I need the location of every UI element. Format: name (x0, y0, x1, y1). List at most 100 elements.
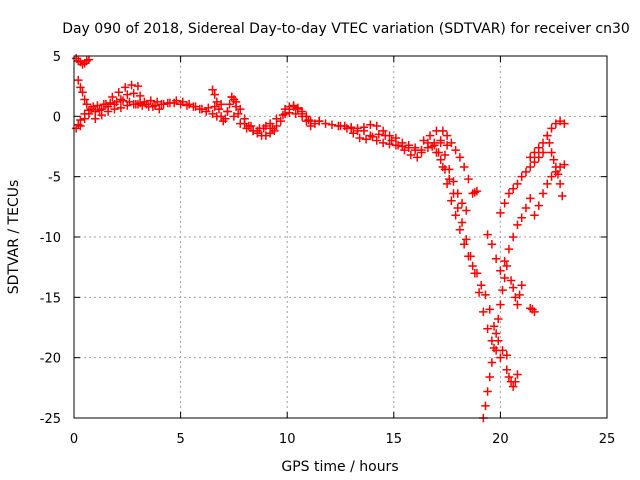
data-point (453, 189, 463, 198)
data-point (534, 143, 544, 152)
data-point (517, 281, 526, 290)
data-point (551, 119, 561, 128)
data-point (214, 104, 224, 114)
data-point (97, 110, 106, 120)
data-point (472, 268, 482, 278)
data-point (557, 191, 567, 201)
data-point (525, 153, 535, 162)
data-point (184, 100, 194, 109)
data-point (404, 141, 413, 150)
data-point (455, 225, 465, 235)
data-point (116, 95, 126, 104)
data-point (129, 89, 138, 98)
data-point (530, 211, 539, 220)
data-point (462, 206, 471, 215)
series-arc-22 (496, 148, 548, 218)
data-point (508, 382, 518, 391)
data-point (172, 96, 181, 105)
data-point (549, 155, 558, 165)
data-point (265, 119, 275, 128)
data-point (165, 98, 175, 108)
data-point (555, 179, 565, 189)
data-point (146, 96, 156, 105)
data-point (406, 150, 416, 160)
data-point (440, 150, 450, 160)
series-arc-07 (208, 85, 243, 126)
data-point (487, 358, 497, 367)
data-point (438, 126, 448, 136)
data-point (504, 189, 514, 198)
data-point (444, 165, 454, 174)
data-point (80, 95, 89, 104)
data-point (86, 104, 96, 114)
data-point (534, 201, 544, 210)
data-point (393, 141, 403, 150)
series-arc-20 (483, 194, 535, 276)
data-point (479, 307, 488, 317)
series-arc-24 (506, 276, 526, 309)
data-point (506, 276, 516, 285)
data-point (462, 235, 471, 244)
data-point (430, 138, 439, 148)
data-point (398, 138, 407, 148)
ticks: 0 5 10 15 20 25 -25 -20 -15 -10 -5 0 5 (40, 50, 616, 447)
data-point (457, 198, 467, 208)
data-point (135, 91, 145, 101)
data-point (272, 121, 281, 131)
x-tick-label: 0 (70, 432, 78, 447)
data-point (361, 135, 371, 144)
series-arc-23 (502, 365, 522, 391)
data-point (530, 157, 539, 167)
data-point (560, 160, 569, 169)
data-point (272, 114, 281, 123)
data-point (521, 203, 531, 213)
data-point (485, 372, 494, 382)
data-point (547, 148, 556, 157)
data-point (229, 112, 239, 121)
data-point (127, 80, 136, 90)
data-point (82, 100, 92, 109)
data-point (378, 126, 388, 136)
data-point (530, 307, 539, 317)
data-point (502, 365, 512, 374)
data-point (453, 203, 463, 213)
series-arc-21 (476, 281, 512, 360)
data-point (491, 254, 501, 263)
y-tick-label: 0 (53, 110, 61, 125)
data-point (547, 172, 556, 181)
data-point (210, 90, 219, 99)
plot-border (73, 55, 608, 419)
data-point (133, 100, 143, 109)
data-point (468, 261, 477, 271)
data-point (451, 211, 460, 220)
data-point (543, 179, 552, 189)
data-point (553, 170, 563, 179)
data-point (491, 329, 501, 338)
series-arc-29 (470, 188, 480, 197)
data-point (436, 155, 445, 165)
data-point (261, 131, 271, 140)
data-point (560, 119, 569, 128)
data-point (489, 322, 499, 331)
data-point (268, 124, 277, 133)
data-point (513, 300, 522, 309)
data-point (538, 148, 548, 157)
data-point (276, 116, 286, 126)
data-point (457, 218, 467, 227)
data-point (459, 162, 469, 172)
data-point (504, 372, 514, 382)
data-point (547, 124, 556, 133)
data-point (481, 290, 490, 300)
data-point (233, 109, 243, 119)
data-point (221, 114, 230, 123)
data-point (91, 114, 100, 123)
data-point (525, 194, 535, 203)
data-point (442, 179, 452, 189)
data-point (481, 401, 490, 411)
series-arc-16 (425, 131, 482, 278)
y-axis-label: SDTVAR / TECUs (6, 180, 22, 295)
grid (74, 56, 607, 418)
y-tick-label: -5 (48, 171, 61, 186)
data-point (103, 107, 113, 116)
series-arc-17 (432, 126, 471, 215)
